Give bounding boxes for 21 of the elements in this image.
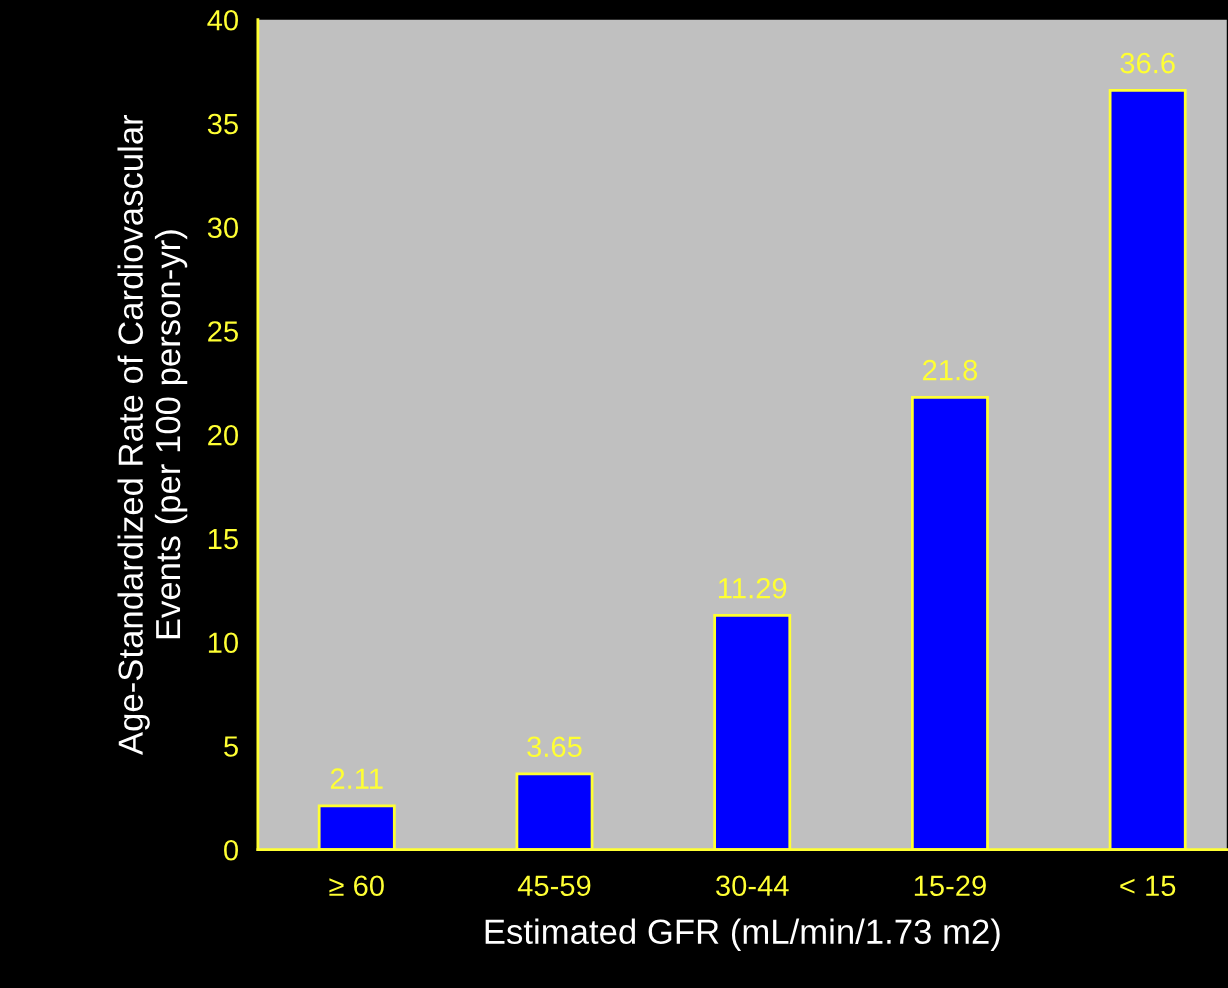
y-tick-label: 20 [208, 424, 238, 446]
x-tick-label: 15-29 [914, 875, 986, 897]
data-label: 2.11 [330, 768, 383, 789]
y-tick-label: 15 [208, 528, 238, 550]
data-label: 3.65 [527, 736, 582, 758]
y-tick-label: 0 [224, 839, 238, 861]
data-label: 36.6 [1120, 52, 1175, 74]
data-label: 11.29 [719, 577, 787, 599]
y-tick-label: 35 [207, 113, 238, 135]
y-tick-label: 30 [207, 217, 238, 239]
y-tick-label: 10 [208, 632, 238, 654]
x-tick-label: < 15 [1120, 875, 1176, 897]
x-tick-label: 45-59 [517, 875, 591, 897]
x-tick-label: ≥ 60 [329, 875, 384, 897]
y-tick-label: 25 [208, 321, 238, 342]
y-axis-title: Age-Standardized Rate of Cardiovascular Events (per 100 person-yr) [117, 114, 188, 756]
data-label: 21.8 [923, 359, 978, 381]
x-tick-label: 30-44 [716, 875, 789, 897]
y-tick-label: 5 [224, 736, 238, 757]
x-axis-title: Estimated GFR (mL/min/1.73 m2) [485, 918, 1000, 951]
y-tick-label: 40 [207, 9, 238, 31]
